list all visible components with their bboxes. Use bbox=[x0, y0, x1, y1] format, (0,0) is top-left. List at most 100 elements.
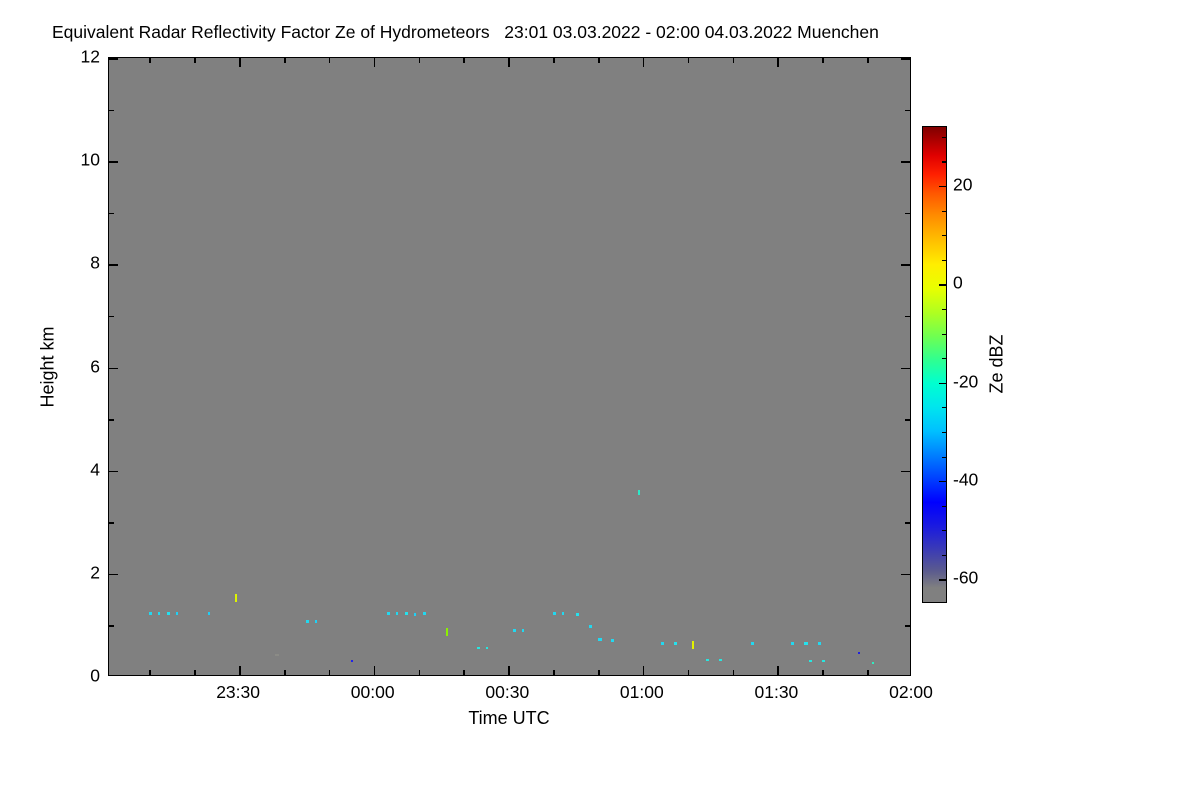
x-axis-title: Time UTC bbox=[468, 708, 550, 728]
colorbar-tick-minor bbox=[942, 505, 946, 507]
echo-pixel bbox=[719, 658, 723, 661]
y-tick-minor bbox=[109, 212, 114, 215]
x-tick-minor bbox=[149, 58, 151, 63]
x-tick-label: 23:30 bbox=[216, 682, 260, 702]
echo-pixel bbox=[176, 612, 179, 616]
echo-pixel bbox=[476, 646, 480, 649]
x-tick-minor bbox=[732, 670, 735, 675]
echo-pixel bbox=[396, 612, 399, 616]
x-tick-major bbox=[777, 666, 779, 675]
x-tick-label: 01:30 bbox=[754, 682, 799, 702]
y-tick-minor bbox=[905, 109, 910, 112]
x-tick-minor bbox=[822, 58, 824, 63]
echo-pixel bbox=[521, 628, 524, 632]
y-tick-label: 6 bbox=[90, 356, 100, 376]
page-title: Equivalent Radar Reflectivity Factor Ze … bbox=[52, 22, 879, 42]
y-tick-label: 4 bbox=[90, 459, 100, 480]
y-tick-major bbox=[109, 264, 118, 266]
x-tick-minor bbox=[867, 58, 869, 63]
echo-pixel bbox=[858, 651, 861, 654]
y-tick-major bbox=[901, 573, 910, 576]
y-tick-label: 10 bbox=[80, 149, 100, 170]
echo-pixel bbox=[207, 612, 210, 616]
y-tick-major bbox=[109, 58, 118, 60]
colorbar-tick-minor bbox=[942, 161, 946, 163]
colorbar-tick-minor bbox=[942, 407, 946, 409]
colorbar-tick-minor bbox=[942, 456, 946, 458]
y-tick-major bbox=[901, 161, 910, 163]
x-tick-major bbox=[777, 58, 779, 67]
echo-pixel bbox=[315, 619, 318, 623]
echo-pixel bbox=[512, 628, 516, 632]
x-tick-minor bbox=[194, 670, 196, 675]
colorbar-tick-label: 0 bbox=[953, 272, 963, 293]
x-tick-label: 00:30 bbox=[485, 682, 530, 702]
echo-pixel bbox=[750, 642, 754, 645]
y-tick-label: 2 bbox=[90, 562, 100, 583]
x-tick-minor bbox=[149, 670, 151, 675]
y-tick-major bbox=[109, 367, 118, 369]
colorbar-tick-major bbox=[939, 382, 946, 384]
x-tick-minor bbox=[463, 58, 465, 63]
x-tick-label: 01:00 bbox=[619, 682, 664, 702]
echo-pixel bbox=[674, 642, 678, 645]
x-tick-minor bbox=[463, 670, 465, 675]
x-tick-major bbox=[239, 666, 241, 675]
echo-pixel bbox=[589, 625, 592, 628]
colorbar-tick-label: 20 bbox=[953, 174, 973, 195]
x-tick-minor bbox=[598, 670, 600, 675]
echo-pixel bbox=[306, 619, 310, 623]
echo-pixel bbox=[822, 659, 826, 662]
echo-pixel bbox=[158, 612, 161, 616]
echo-pixel bbox=[234, 594, 237, 603]
colorbar-tick-label: -40 bbox=[953, 469, 979, 490]
y-tick-label: 12 bbox=[80, 46, 100, 67]
echo-pixel bbox=[638, 490, 641, 496]
colorbar-tick-minor bbox=[942, 308, 946, 311]
echo-pixel bbox=[405, 612, 409, 616]
echo-pixel bbox=[692, 640, 695, 649]
y-tick-minor bbox=[905, 419, 910, 421]
colorbar-tick-minor bbox=[942, 259, 946, 261]
colorbar-tick-label: -60 bbox=[953, 567, 979, 588]
colorbar-tick-label: -20 bbox=[953, 371, 979, 392]
colorbar-tick-minor bbox=[942, 358, 946, 360]
colorbar-tick-minor bbox=[942, 333, 946, 335]
echo-pixel bbox=[351, 659, 354, 662]
x-tick-minor bbox=[822, 670, 824, 675]
y-tick-major bbox=[901, 264, 910, 266]
echo-pixel bbox=[808, 659, 812, 662]
x-tick-major bbox=[373, 58, 376, 67]
y-tick-major bbox=[109, 573, 118, 576]
x-tick-minor bbox=[328, 670, 331, 675]
y-axis-title: Height km bbox=[37, 326, 58, 408]
echo-pixel bbox=[149, 612, 153, 616]
x-tick-minor bbox=[418, 58, 420, 63]
y-tick-minor bbox=[905, 315, 910, 318]
y-tick-minor bbox=[109, 625, 114, 627]
echo-pixel bbox=[553, 612, 557, 616]
x-tick-minor bbox=[418, 670, 420, 675]
y-tick-minor bbox=[109, 109, 114, 112]
plot-area bbox=[108, 57, 911, 676]
y-tick-minor bbox=[905, 212, 910, 215]
echo-pixel bbox=[598, 637, 602, 641]
y-tick-minor bbox=[109, 315, 114, 318]
x-tick-minor bbox=[553, 670, 555, 675]
x-tick-label: 02:00 bbox=[889, 682, 933, 702]
x-tick-minor bbox=[867, 670, 869, 675]
echo-pixel bbox=[275, 654, 279, 657]
y-tick-minor bbox=[109, 419, 114, 421]
x-tick-minor bbox=[687, 670, 690, 675]
y-tick-major bbox=[109, 161, 118, 163]
echo-pixel bbox=[485, 646, 488, 649]
x-tick-major bbox=[508, 58, 510, 67]
echo-pixel bbox=[611, 638, 615, 642]
x-tick-minor bbox=[687, 58, 690, 63]
echo-pixel bbox=[705, 658, 709, 661]
colorbar-tick-minor bbox=[942, 235, 946, 237]
x-tick-label: 00:00 bbox=[350, 682, 395, 702]
x-tick-major bbox=[642, 666, 645, 675]
colorbar-tick-minor bbox=[942, 554, 946, 556]
